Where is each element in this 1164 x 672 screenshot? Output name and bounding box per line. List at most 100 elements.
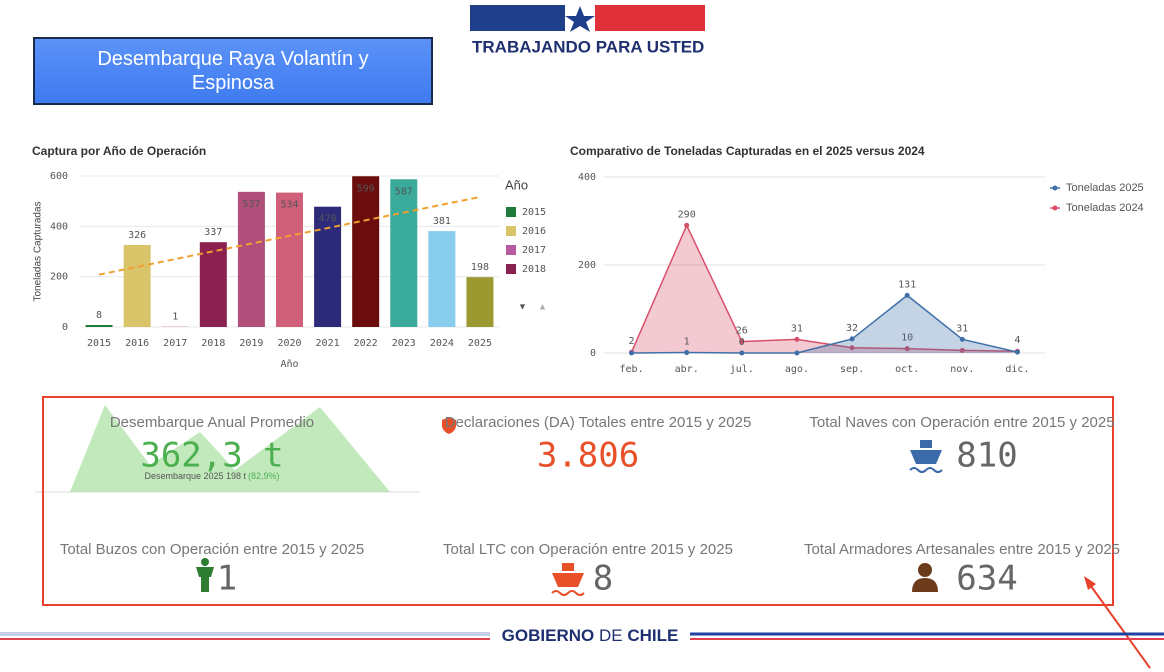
kpi-label: Total LTC con Operación entre 2015 y 202… (443, 541, 733, 558)
header-title: Desembarque Raya Volantín y Espinosa (33, 37, 433, 105)
data-label: 31 (956, 323, 968, 334)
point (739, 339, 745, 345)
data-label: 198 (471, 262, 489, 273)
data-label: 131 (898, 279, 916, 290)
legend-title: Año (505, 177, 528, 192)
point (959, 336, 965, 342)
point (904, 292, 910, 298)
x-tick-label: 2015 (87, 338, 111, 349)
point (1014, 349, 1020, 355)
area (631, 295, 1018, 353)
bar (390, 179, 418, 327)
x-tick-label: dic. (1005, 364, 1029, 375)
highlight-box (42, 396, 1114, 606)
kpi-label: Total Armadores Artesanales entre 2015 y… (804, 541, 1120, 558)
x-tick-label: jul. (730, 364, 754, 375)
bar (352, 176, 380, 327)
x-tick-label: 2017 (163, 338, 187, 349)
y-tick-label: 400 (578, 172, 596, 183)
line (631, 294, 1018, 354)
bar (276, 192, 303, 327)
legend-scroll[interactable]: ▼ (518, 301, 527, 311)
point (684, 350, 690, 356)
data-label: 31 (791, 323, 803, 334)
logo-blue (470, 5, 565, 31)
point (849, 336, 855, 342)
data-label: 337 (204, 227, 222, 238)
x-tick-label: 2022 (354, 338, 378, 349)
kpi-label: Total Buzos con Operación entre 2015 y 2… (60, 541, 364, 558)
legend-label: 2017 (522, 245, 546, 256)
x-axis-label: Año (280, 359, 298, 370)
kpi-note-text: Desembarque 2025 198 t (144, 471, 246, 481)
kpi-note: Desembarque 2025 198 t (82,9%) (144, 471, 279, 481)
legend-label: 2016 (522, 226, 546, 237)
legend-swatch (506, 207, 516, 217)
ship-icon (909, 440, 943, 473)
x-tick-label: feb. (620, 364, 644, 375)
x-tick-label: oct. (895, 364, 919, 375)
kpi-value: 362,3 t (140, 436, 283, 476)
point (849, 345, 855, 351)
bar (85, 324, 113, 327)
arrow-head (1084, 576, 1096, 590)
kpi-label: Declaraciones (DA) Totales entre 2015 y … (445, 414, 752, 431)
chart-title: Captura por Año de Operación (32, 144, 206, 158)
y-tick-label: 600 (50, 171, 68, 182)
kpi-note-highlight: (82,9%) (248, 471, 280, 481)
kpi-label: Desembarque Anual Promedio (110, 414, 314, 431)
point (904, 346, 910, 352)
logo-red (595, 5, 705, 31)
bar (123, 244, 151, 327)
bar (314, 206, 342, 327)
x-tick-label: 2016 (125, 338, 149, 349)
y-tick-label: 0 (62, 322, 68, 333)
y-tick-label: 200 (578, 260, 596, 271)
x-tick-label: nov. (950, 364, 974, 375)
data-label: 587 (395, 186, 413, 197)
user-icon (912, 563, 938, 592)
footer-part: GOBIERNO (502, 626, 595, 645)
legend-dot (1052, 185, 1058, 191)
legend-dot (1052, 205, 1058, 211)
x-tick-label: abr. (675, 364, 699, 375)
data-label: 599 (357, 183, 375, 194)
point (684, 222, 690, 228)
data-label: 534 (280, 200, 298, 211)
point (794, 350, 800, 356)
y-axis-label: Toneladas Capturadas (33, 201, 44, 301)
shield-icon (442, 417, 456, 434)
kpi-label: Total Naves con Operación entre 2015 y 2… (809, 414, 1114, 431)
data-label: 32 (846, 323, 858, 334)
y-tick-label: 0 (590, 348, 596, 359)
point (959, 347, 965, 353)
legend-label: Toneladas 2025 (1066, 182, 1144, 194)
area (631, 225, 1018, 353)
sparkline-bg (70, 405, 390, 492)
person-icon (196, 558, 214, 592)
x-tick-label: 2019 (239, 338, 263, 349)
x-tick-label: 2025 (468, 338, 492, 349)
trend-line (98, 196, 481, 276)
data-label: 8 (96, 310, 102, 321)
data-label: 4 (1014, 335, 1020, 346)
legend-swatch (506, 226, 516, 236)
legend-label: 2018 (522, 264, 546, 275)
kpi-value: 810 (956, 436, 1017, 476)
point (794, 336, 800, 342)
bar (428, 231, 456, 327)
legend-label: Toneladas 2024 (1066, 202, 1144, 214)
y-tick-label: 400 (50, 221, 68, 232)
arrow (1087, 581, 1151, 669)
x-tick-label: ago. (785, 364, 809, 375)
data-label: 478 (319, 214, 337, 225)
point (739, 350, 745, 356)
bar (237, 191, 265, 327)
x-tick-label: 2021 (316, 338, 340, 349)
line (630, 223, 1018, 353)
x-tick-label: sep. (840, 364, 864, 375)
legend-scroll[interactable]: ▲ (538, 301, 547, 311)
x-tick-label: 2018 (201, 338, 225, 349)
